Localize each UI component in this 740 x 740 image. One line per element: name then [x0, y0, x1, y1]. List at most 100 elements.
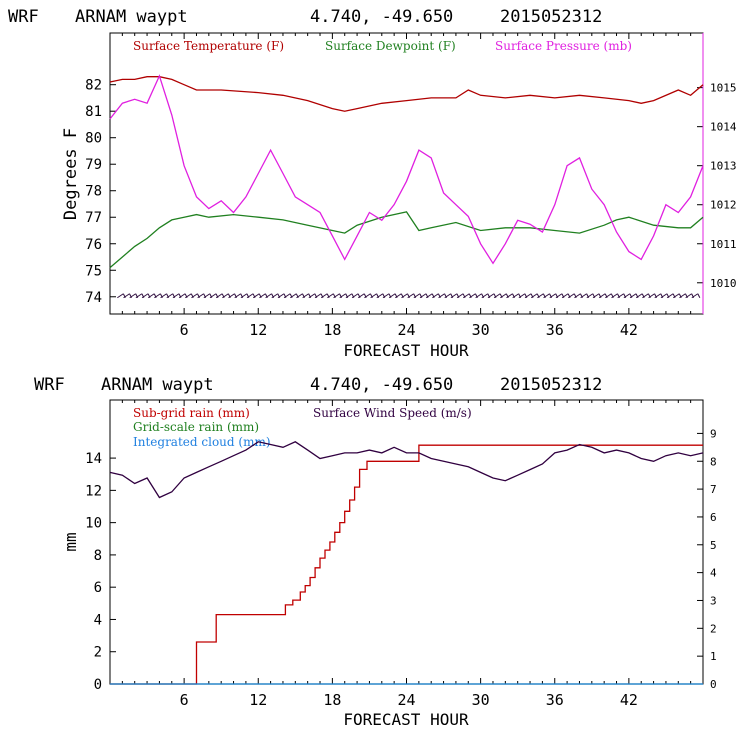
- wind-barb: [215, 293, 223, 299]
- wind-barb: [327, 293, 334, 299]
- wind-barb: [635, 293, 643, 299]
- wind-barb: [605, 293, 612, 299]
- x-tick-label: 6: [180, 691, 189, 709]
- x-tick-label: 12: [249, 691, 267, 709]
- y2-tick-label: 1013: [710, 160, 737, 173]
- wind-barb: [530, 293, 538, 299]
- wind-barb: [568, 293, 575, 299]
- surface-temperature-f-line: [109, 76, 704, 112]
- wind-barb-flag: [697, 293, 701, 298]
- legend-surface-pressure: Surface Pressure (mb): [495, 39, 632, 53]
- wind-barb: [642, 293, 649, 299]
- y-tick-label: 78: [85, 184, 102, 200]
- wind-barb: [524, 293, 532, 299]
- y-tick-label: 81: [85, 104, 102, 120]
- wind-barb: [246, 293, 254, 299]
- y2-tick-label: 1014: [710, 121, 737, 134]
- wind-barb: [129, 293, 136, 299]
- wind-barb: [265, 293, 272, 299]
- wind-barb: [178, 293, 186, 299]
- wind-barb: [543, 293, 550, 299]
- wind-barb: [185, 293, 192, 299]
- legend-sub-grid-rain: Sub-grid rain (mm): [133, 406, 250, 420]
- wind-barb: [462, 293, 470, 299]
- wind-barb: [617, 293, 624, 299]
- top-chart-title: WRF ARNAM waypt 4.740, -49.650 201505231…: [8, 7, 602, 27]
- wind-barb: [654, 293, 662, 299]
- wind-barb: [487, 293, 495, 299]
- top-plot-frame: [109, 32, 704, 315]
- bottom-y-axis-left: 0 2 4 6 8 10 12 14: [85, 451, 116, 693]
- bottom-chart-title: WRF ARNAM waypt 4.740, -49.650 201505231…: [34, 375, 602, 395]
- wind-barb: [629, 293, 637, 299]
- top-title-coords: 4.740, -49.650: [310, 7, 453, 27]
- wind-barb: [197, 293, 204, 299]
- wind-barb: [432, 293, 439, 299]
- wind-barb: [277, 293, 285, 299]
- wind-barb: [203, 293, 211, 299]
- wind-barb: [376, 293, 384, 299]
- y-tick-label: 4: [94, 612, 102, 628]
- y-tick-label: 12: [85, 483, 102, 499]
- wind-barb: [166, 293, 174, 299]
- wind-barb: [574, 293, 581, 299]
- x-tick-label: 18: [323, 321, 341, 339]
- wind-barb: [592, 293, 600, 299]
- wind-barb: [444, 293, 452, 299]
- wind-barb: [419, 293, 427, 299]
- top-title-date: 2015052312: [500, 7, 602, 27]
- x-tick-label: 36: [546, 321, 564, 339]
- x-tick-label: 12: [249, 321, 267, 339]
- wind-barb: [357, 293, 365, 299]
- top-legend: Surface Temperature (F) Surface Dewpoint…: [133, 39, 632, 53]
- wind-barb: [450, 293, 458, 299]
- wind-barb: [611, 293, 618, 299]
- wind-barb: [302, 293, 309, 299]
- wind-barb: [172, 293, 180, 299]
- wind-barb: [191, 293, 198, 299]
- y2-tick-label: 6: [710, 511, 717, 524]
- wind-barb: [580, 293, 587, 299]
- wind-barb: [413, 293, 421, 299]
- y-tick-label: 2: [94, 645, 102, 661]
- wind-barb: [147, 293, 155, 299]
- wind-barb: [123, 293, 130, 299]
- wind-barb: [345, 293, 353, 299]
- wind-barb: [333, 293, 340, 299]
- wind-barb: [685, 293, 692, 299]
- top-y-axis-right: 1010 1011 1012 1013 1014 1015: [697, 33, 737, 314]
- wind-barb: [673, 293, 680, 299]
- y-tick-label: 14: [85, 451, 102, 467]
- legend-surface-temperature: Surface Temperature (F): [133, 39, 284, 53]
- top-title-station: ARNAM waypt: [75, 7, 188, 27]
- wind-barb: [555, 293, 563, 299]
- y-tick-label: 6: [94, 580, 102, 596]
- y-tick-label: 8: [94, 548, 102, 564]
- y2-tick-label: 1: [710, 650, 717, 663]
- y-tick-label: 75: [85, 263, 102, 279]
- wind-barb: [314, 293, 322, 299]
- x-tick-label: 24: [397, 321, 415, 339]
- wind-barb: [351, 293, 359, 299]
- wind-barb: [475, 293, 482, 299]
- wind-barb: [401, 293, 408, 299]
- y2-tick-label: 1011: [710, 238, 737, 251]
- x-tick-label: 42: [620, 691, 638, 709]
- wind-barb: [271, 293, 279, 299]
- wind-barb: [296, 293, 303, 299]
- top-x-axis: 6 12 18 24 30 36 42: [121, 33, 692, 339]
- sub-grid-rain-mm-line: [110, 444, 703, 685]
- bottom-legend: Sub-grid rain (mm) Grid-scale rain (mm) …: [133, 406, 472, 449]
- y-tick-label: 10: [85, 516, 102, 532]
- y2-tick-label: 8: [710, 455, 717, 468]
- top-x-axis-label: FORECAST HOUR: [343, 341, 469, 360]
- surface-pressure-mb-line: [109, 74, 704, 265]
- legend-surface-wind-speed: Surface Wind Speed (m/s): [313, 406, 472, 420]
- top-y-axis-left: 74 75 76 77 78 79 80 81 82: [85, 78, 116, 306]
- wind-barb: [438, 293, 445, 299]
- wind-barb: [481, 293, 489, 299]
- wind-barb: [407, 293, 414, 299]
- y-tick-label: 77: [85, 210, 102, 226]
- wind-barb: [290, 293, 297, 299]
